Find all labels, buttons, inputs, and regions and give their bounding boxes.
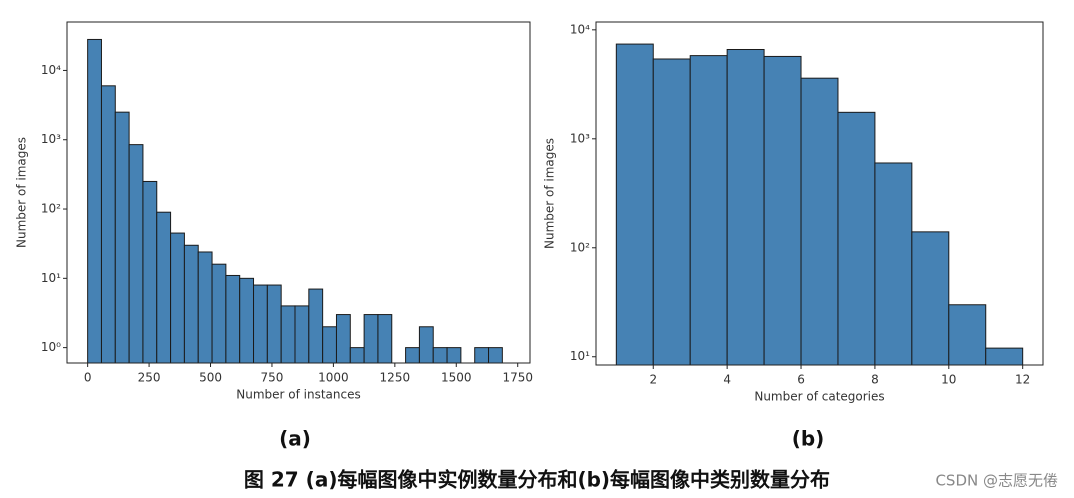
x-tick-label: 0 <box>84 371 92 385</box>
bar <box>128 144 144 364</box>
bar <box>911 231 950 366</box>
bar <box>197 251 213 364</box>
bar <box>446 347 462 364</box>
bar <box>322 326 337 364</box>
bar <box>837 111 876 366</box>
y-tick-label: 10² <box>570 240 590 254</box>
bar <box>183 244 199 364</box>
bar <box>87 38 102 364</box>
subfigure-label: (b) <box>792 427 825 451</box>
y-tick-label: 10⁴ <box>41 63 61 77</box>
figure-caption: 图 27 (a)每幅图像中实例数量分布和(b)每幅图像中类别数量分布 <box>244 468 830 492</box>
x-tick-label: 12 <box>1015 373 1030 387</box>
x-tick-label: 1250 <box>380 371 411 385</box>
bar <box>294 305 310 364</box>
bar <box>363 314 379 364</box>
x-axis-label: Number of instances <box>236 388 361 402</box>
x-tick-label: 6 <box>797 373 805 387</box>
bar <box>156 211 172 364</box>
bar <box>874 162 913 366</box>
bar <box>225 274 241 364</box>
bar <box>652 58 691 366</box>
y-tick-label: 10⁰ <box>41 340 61 354</box>
bar <box>280 305 296 364</box>
bar <box>266 284 282 364</box>
plot-frame <box>595 21 1044 366</box>
x-tick-label: 1750 <box>502 371 533 385</box>
bar <box>211 263 227 364</box>
y-tick-label: 10¹ <box>41 271 61 285</box>
y-tick-label: 10¹ <box>570 349 590 363</box>
x-tick-label: 500 <box>199 371 222 385</box>
bar <box>689 55 728 366</box>
x-tick-label: 1500 <box>441 371 472 385</box>
plot-frame <box>66 21 531 364</box>
watermark: CSDN @志愿无倦 <box>935 472 1058 490</box>
bar <box>349 347 365 364</box>
bar <box>253 284 268 364</box>
x-axis-label: Number of categories <box>754 390 884 404</box>
bar <box>474 347 490 364</box>
bar <box>239 277 255 364</box>
bar <box>726 48 765 366</box>
y-axis-label: Number of images <box>15 137 29 248</box>
x-tick-label: 2 <box>649 373 657 387</box>
bar <box>377 314 393 364</box>
bar <box>488 347 503 364</box>
bar <box>308 288 324 364</box>
bar <box>335 314 351 364</box>
y-tick-label: 10⁴ <box>570 22 590 36</box>
y-tick-label: 10³ <box>570 131 590 145</box>
y-tick-label: 10² <box>41 202 61 216</box>
bar <box>114 111 130 364</box>
x-tick-label: 10 <box>941 373 956 387</box>
y-axis-label: Number of images <box>543 138 557 249</box>
bar <box>405 347 420 364</box>
bar <box>948 304 987 366</box>
x-tick-label: 4 <box>723 373 731 387</box>
x-tick-label: 8 <box>871 373 879 387</box>
bar <box>432 347 448 364</box>
x-tick-label: 250 <box>138 371 161 385</box>
bar <box>142 180 158 364</box>
bar <box>418 326 434 364</box>
x-tick-label: 1000 <box>318 371 349 385</box>
x-tick-label: 750 <box>261 371 284 385</box>
bar <box>615 43 654 366</box>
bar <box>763 55 802 366</box>
bar <box>100 85 116 364</box>
bar <box>985 347 1024 366</box>
bar <box>800 77 839 366</box>
y-tick-label: 10³ <box>41 132 61 146</box>
bar <box>170 232 185 364</box>
subfigure-label: (a) <box>279 427 311 451</box>
